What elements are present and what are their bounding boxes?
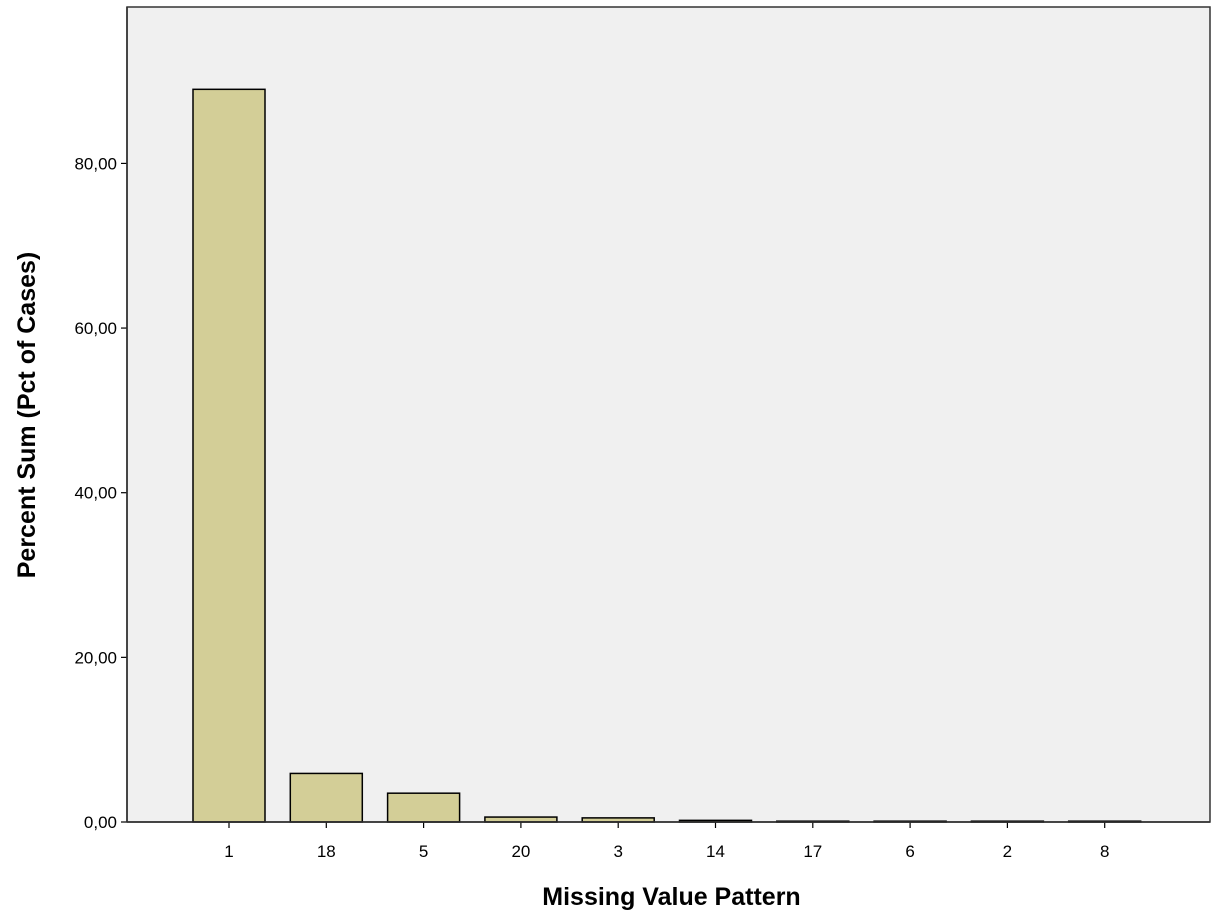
x-tick-label: 1 (224, 842, 233, 861)
y-ticks-group: 0,00 20,00 40,00 60,00 80,00 (74, 154, 127, 832)
y-tick-label: 20,00 (74, 648, 117, 667)
bar-1 (192, 88, 266, 823)
x-tick-label: 8 (1100, 842, 1109, 861)
x-tick-label: 6 (905, 842, 914, 861)
x-tick-label: 17 (803, 842, 822, 861)
x-tick-label: 14 (706, 842, 725, 861)
plot-area (127, 7, 1210, 822)
x-tick-label: 18 (317, 842, 336, 861)
y-tick-label: 80,00 (74, 154, 117, 173)
x-tick-label: 20 (511, 842, 530, 861)
y-tick-label: 60,00 (74, 319, 117, 338)
bar-5 (386, 792, 461, 823)
bar-18 (289, 772, 364, 823)
plot-frame (126, 6, 1211, 823)
y-axis-title: Percent Sum (Pct of Cases) (13, 252, 41, 579)
x-axis-title: Missing Value Pattern (542, 883, 800, 911)
y-tick-label: 40,00 (74, 484, 117, 503)
x-ticks-group: 1 18 5 20 3 14 17 6 2 8 (224, 822, 1109, 861)
x-tick-label: 3 (613, 842, 622, 861)
y-tick-label: 0,00 (84, 813, 117, 832)
x-tick-label: 5 (419, 842, 428, 861)
x-tick-label: 2 (1003, 842, 1012, 861)
